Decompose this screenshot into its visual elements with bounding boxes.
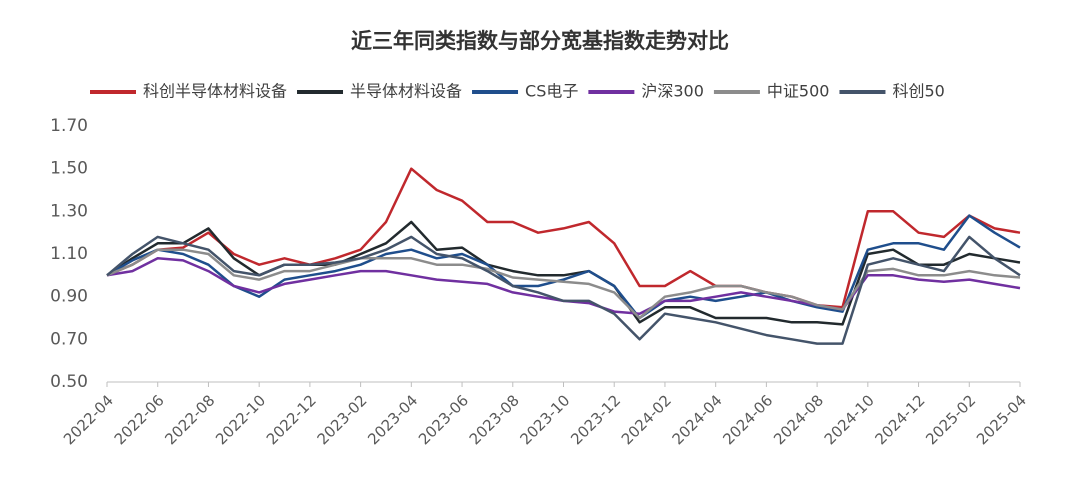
y-tick-label: 1.70 (50, 116, 88, 136)
series-line (106, 248, 1021, 320)
series-line (106, 214, 1021, 320)
y-tick-label: 0.50 (50, 372, 88, 392)
x-tick-label: 2024-12 (872, 391, 929, 448)
x-tick-label: 2025-02 (922, 391, 979, 448)
x-tick-label: 2022-12 (263, 391, 320, 448)
x-tick-label: 2024-02 (618, 391, 675, 448)
y-tick-label: 0.70 (50, 329, 88, 349)
x-tick-label: 2022-08 (161, 391, 218, 448)
legend-label: 科创半导体材料设备 (143, 82, 287, 101)
series-line (106, 235, 1021, 345)
x-tick-label: 2023-12 (567, 391, 624, 448)
x-tick-label: 2022-04 (60, 391, 117, 448)
legend-label: 中证500 (767, 82, 830, 101)
x-tick-label: 2023-06 (415, 391, 472, 448)
legend-label: CS电子 (525, 82, 578, 101)
y-tick-label: 1.30 (50, 201, 88, 221)
x-tick-label: 2024-08 (770, 391, 827, 448)
chart-title: 近三年同类指数与部分宽基指数走势对比 (351, 29, 729, 53)
x-tick-label: 2023-02 (314, 391, 371, 448)
x-tick-label: 2023-04 (364, 391, 421, 448)
x-tick-label: 2022-06 (111, 391, 168, 448)
legend-label: 科创50 (892, 82, 944, 101)
series-line (106, 257, 1021, 315)
series-line (106, 167, 1021, 309)
x-tick-label: 2023-08 (466, 391, 523, 448)
x-tick-label: 2022-10 (212, 391, 269, 448)
legend-label: 半导体材料设备 (350, 82, 462, 101)
legend-label: 沪深300 (641, 82, 704, 101)
x-tick-label: 2024-04 (669, 391, 726, 448)
y-tick-label: 0.90 (50, 287, 88, 307)
x-tick-label: 2024-10 (821, 391, 878, 448)
x-tick-label: 2024-06 (719, 391, 776, 448)
x-tick-label: 2023-10 (516, 391, 573, 448)
x-tick-label: 2025-04 (973, 391, 1030, 448)
y-tick-label: 1.50 (50, 159, 88, 179)
y-tick-label: 1.10 (50, 244, 88, 264)
